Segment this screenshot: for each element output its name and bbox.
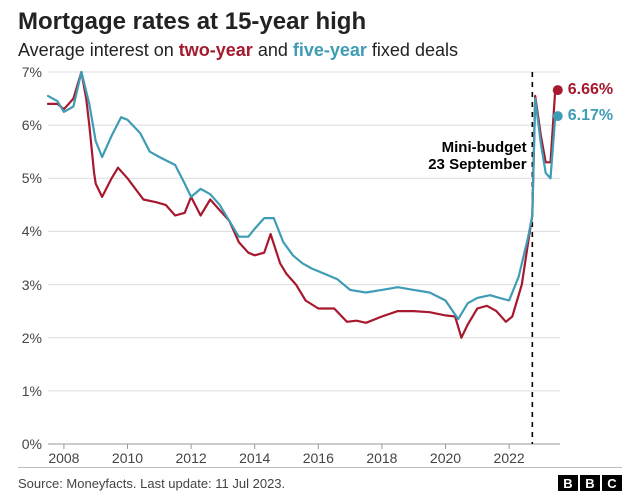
y-tick-label: 6%: [8, 117, 42, 133]
y-tick-label: 0%: [8, 436, 42, 452]
y-tick-label: 3%: [8, 277, 42, 293]
x-tick-label: 2018: [366, 444, 397, 466]
annotation-mini-budget: Mini-budget 23 September: [428, 139, 526, 174]
y-tick-label: 1%: [8, 383, 42, 399]
x-tick-label: 2012: [176, 444, 207, 466]
y-tick-label: 4%: [8, 223, 42, 239]
x-tick-label: 2010: [112, 444, 143, 466]
mortgage-rate-chart: Mortgage rates at 15-year high Average i…: [0, 0, 640, 500]
series-end-label: 6.17%: [568, 107, 613, 125]
x-tick-label: 2020: [430, 444, 461, 466]
series-end-label: 6.66%: [568, 81, 613, 99]
y-tick-label: 7%: [8, 64, 42, 80]
x-tick-label: 2014: [239, 444, 270, 466]
chart-footer: Source: Moneyfacts. Last update: 11 Jul …: [18, 467, 622, 494]
chart-svg: [48, 72, 620, 444]
chart-title: Mortgage rates at 15-year high: [18, 8, 366, 36]
source-text: Source: Moneyfacts. Last update: 11 Jul …: [18, 476, 285, 491]
x-tick-label: 2008: [48, 444, 79, 466]
x-tick-label: 2022: [494, 444, 525, 466]
plot-area: 0%1%2%3%4%5%6%7%200820102012201420162018…: [48, 72, 620, 444]
x-tick-label: 2016: [303, 444, 334, 466]
y-tick-label: 2%: [8, 330, 42, 346]
bbc-logo: BBC: [558, 475, 622, 491]
y-tick-label: 5%: [8, 170, 42, 186]
chart-subtitle: Average interest on two-year and five-ye…: [18, 40, 458, 61]
